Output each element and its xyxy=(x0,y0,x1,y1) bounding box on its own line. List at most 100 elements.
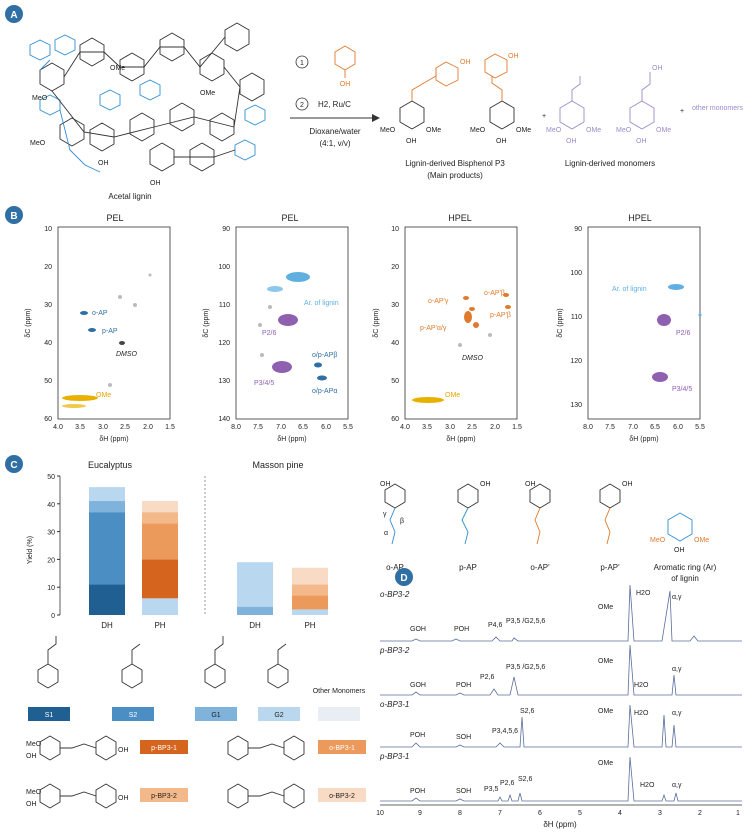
svg-text:P2,6: P2,6 xyxy=(500,780,515,787)
solvent-label: Dioxane/water xyxy=(309,127,360,136)
svg-text:100: 100 xyxy=(570,270,582,277)
svg-text:S2,6: S2,6 xyxy=(518,776,533,783)
svg-text:5: 5 xyxy=(578,810,582,817)
panel-a-badge: A xyxy=(5,5,23,23)
svg-text:120: 120 xyxy=(218,340,230,347)
svg-text:MeO: MeO xyxy=(26,741,42,748)
svg-text:6.0: 6.0 xyxy=(673,424,683,431)
bar-g1 xyxy=(237,606,273,615)
svg-text:α: α xyxy=(384,530,388,537)
svg-text:o-AP: o-AP xyxy=(92,310,108,317)
svg-text:δC (ppm): δC (ppm) xyxy=(25,308,32,337)
svg-text:10: 10 xyxy=(44,226,52,233)
ratio-label: (4:1, v/v) xyxy=(319,139,350,148)
svg-text:of lignin: of lignin xyxy=(671,574,699,583)
svg-text:120: 120 xyxy=(570,358,582,365)
svg-text:POH: POH xyxy=(454,626,469,633)
svg-text:7.5: 7.5 xyxy=(605,424,615,431)
svg-text:o-BP3-2: o-BP3-2 xyxy=(380,590,410,599)
legend-monomers: S1 S2 G1 G2 Other Monomers xyxy=(28,688,366,721)
svg-text:p-AP'α/γ: p-AP'α/γ xyxy=(420,325,447,332)
svg-text:H2O: H2O xyxy=(634,710,649,717)
svg-text:P2/6: P2/6 xyxy=(676,330,691,337)
structure-p-ap: OH p-AP xyxy=(457,481,491,572)
panel-d-badge: D xyxy=(395,568,413,586)
svg-text:o/p-APα: o/p-APα xyxy=(312,388,337,395)
svg-text:130: 130 xyxy=(218,378,230,385)
nmr-trace-3: o-BP3-1 POH SOH P3,4,5,6 S2,6 OMe H2O α,… xyxy=(380,700,742,748)
svg-text:P3,4,5,6: P3,4,5,6 xyxy=(492,728,518,735)
svg-text:OH: OH xyxy=(636,138,647,145)
svg-text:6.5: 6.5 xyxy=(650,424,660,431)
svg-text:p-AP: p-AP xyxy=(102,328,118,335)
svg-text:OMe: OMe xyxy=(656,127,671,134)
panel-a: A MeO OMe OMe OH OH MeO Acetal xyxy=(5,5,743,201)
svg-text:4.0: 4.0 xyxy=(53,424,63,431)
svg-text:GOH: GOH xyxy=(410,626,426,633)
svg-text:6.5: 6.5 xyxy=(298,424,308,431)
svg-text:OH: OH xyxy=(340,81,351,88)
y-tick-label: 30 xyxy=(47,530,55,537)
reaction-arrowhead xyxy=(372,114,380,122)
svg-text:P3,5 /G2,5,6: P3,5 /G2,5,6 xyxy=(506,664,545,671)
svg-text:OH: OH xyxy=(508,53,519,60)
hsqc-hpel-aromatic: HPEL 90 100 110 120 130 8.0 7.5 7.0 6.5 … xyxy=(557,213,705,443)
svg-text:110: 110 xyxy=(571,314,582,321)
bar-s2 xyxy=(89,512,125,585)
svg-text:A: A xyxy=(10,10,17,21)
svg-text:P3,5: P3,5 xyxy=(484,786,499,793)
svg-text:OH: OH xyxy=(525,481,536,488)
svg-text:Aromatic ring (Ar): Aromatic ring (Ar) xyxy=(654,563,717,572)
svg-text:20: 20 xyxy=(391,264,399,271)
svg-text:δC (ppm): δC (ppm) xyxy=(557,308,564,337)
svg-text:o-AP: o-AP xyxy=(386,563,404,572)
monomer-1-structure: MeO OMe OH xyxy=(546,76,601,145)
svg-text:OMe: OMe xyxy=(598,658,613,665)
svg-text:H2O: H2O xyxy=(634,682,649,689)
svg-text:α,γ: α,γ xyxy=(672,594,682,601)
svg-text:o-AP'γ: o-AP'γ xyxy=(428,298,449,305)
svg-text:MeO: MeO xyxy=(380,127,396,134)
svg-text:8.0: 8.0 xyxy=(231,424,241,431)
svg-text:10: 10 xyxy=(376,810,384,817)
svg-text:DMSO: DMSO xyxy=(116,351,138,358)
svg-text:OMe: OMe xyxy=(694,537,709,544)
bar-g2 xyxy=(142,598,178,615)
svg-text:Ar. of lignin: Ar. of lignin xyxy=(304,300,339,307)
svg-text:p-AP': p-AP' xyxy=(600,563,620,572)
svg-text:OH: OH xyxy=(118,747,129,754)
svg-text:1: 1 xyxy=(300,60,304,67)
svg-text:P2,6: P2,6 xyxy=(480,674,495,681)
svg-text:7.0: 7.0 xyxy=(628,424,638,431)
svg-text:MeO: MeO xyxy=(30,140,46,147)
svg-text:3.0: 3.0 xyxy=(445,424,455,431)
bar-chart xyxy=(89,487,328,615)
svg-text:α,γ: α,γ xyxy=(672,666,682,673)
svg-text:OMe: OMe xyxy=(516,127,531,134)
svg-text:P3/4/5: P3/4/5 xyxy=(672,386,692,393)
svg-text:7.5: 7.5 xyxy=(253,424,263,431)
svg-text:C: C xyxy=(10,460,17,471)
svg-text:110: 110 xyxy=(219,302,230,309)
acetal-lignin-structure: MeO OMe OMe OH OH MeO xyxy=(29,22,266,187)
bar-o-bp3-2 xyxy=(292,567,328,585)
svg-text:6.0: 6.0 xyxy=(321,424,331,431)
svg-text:G1: G1 xyxy=(211,712,220,719)
main-product-label: Lignin-derived Bisphenol P3 xyxy=(405,159,505,168)
svg-text:3.0: 3.0 xyxy=(98,424,108,431)
svg-text:OH: OH xyxy=(674,547,685,554)
svg-text:α,γ: α,γ xyxy=(672,782,682,789)
svg-text:δH (ppm): δH (ppm) xyxy=(277,436,306,443)
svg-text:1: 1 xyxy=(736,810,740,817)
svg-text:1.5: 1.5 xyxy=(512,424,522,431)
svg-text:DMSO: DMSO xyxy=(462,355,484,362)
svg-text:OMe: OMe xyxy=(96,392,111,399)
svg-text:60: 60 xyxy=(44,416,52,423)
svg-text:2.0: 2.0 xyxy=(143,424,153,431)
legend-bisphenols: p-BP3-1 o-BP3-1 p-BP3-2 o-BP3-2 MeO OH O… xyxy=(26,735,366,809)
panel-b: B PEL 10 20 30 40 50 60 4.0 3.5 3.0 2.5 … xyxy=(5,206,705,443)
reagent2-label: H2, Ru/C xyxy=(318,100,351,109)
svg-text:5.5: 5.5 xyxy=(695,424,705,431)
svg-text:OH: OH xyxy=(566,138,577,145)
svg-text:S1: S1 xyxy=(45,712,54,719)
